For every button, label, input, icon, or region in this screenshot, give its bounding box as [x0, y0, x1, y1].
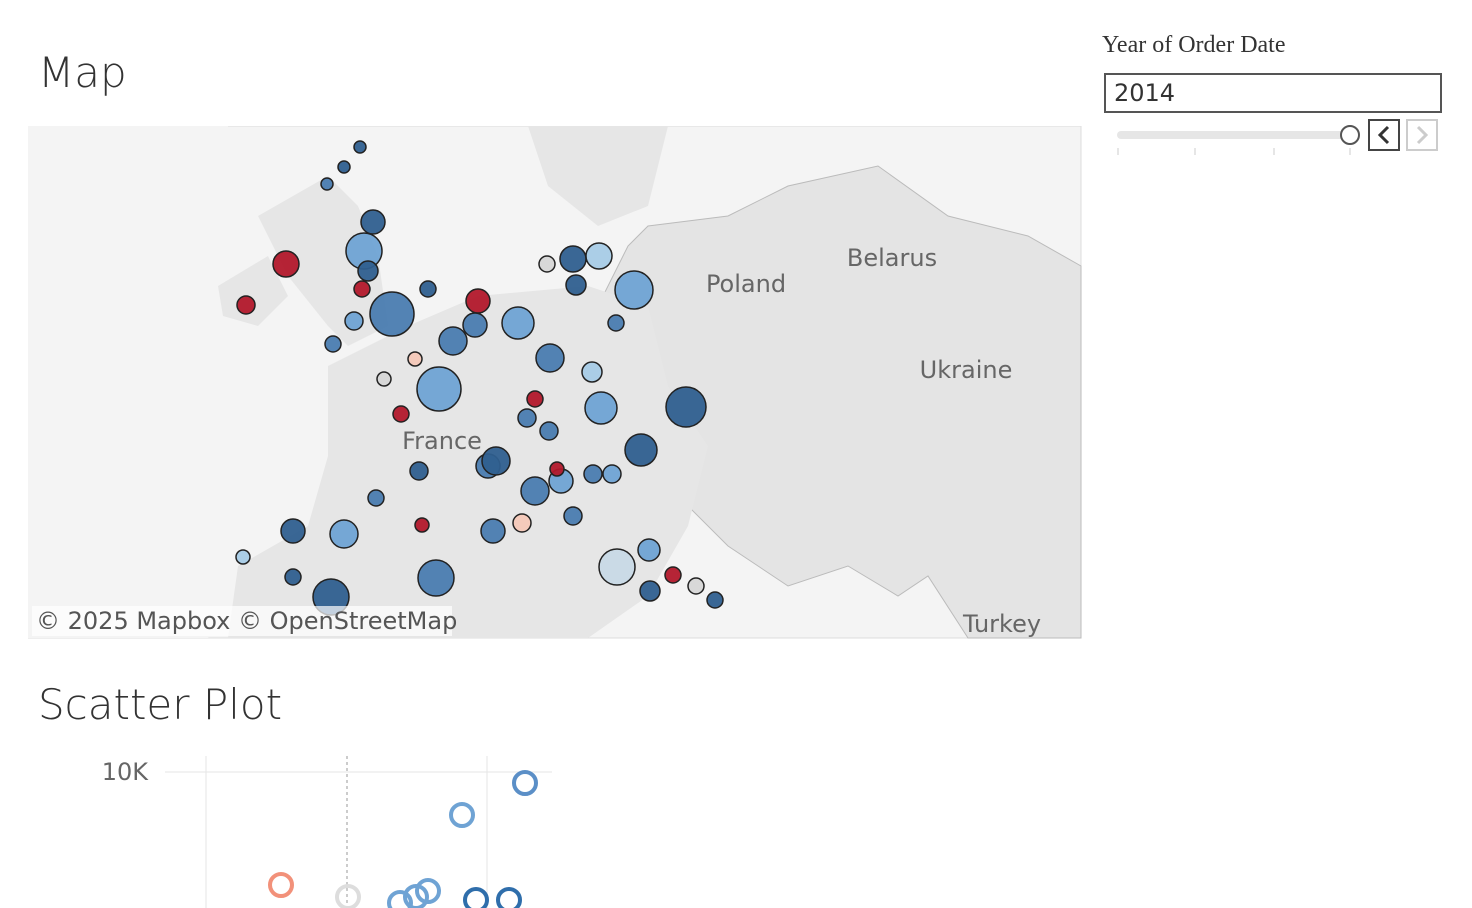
land-ireland — [218, 256, 288, 326]
country-label: Poland — [706, 270, 786, 298]
next-icon — [1416, 125, 1429, 145]
scatter-title: Scatter Plot — [38, 680, 283, 729]
country-label: France — [402, 427, 482, 455]
land-scandinavia — [528, 126, 668, 226]
map-title: Map — [38, 48, 127, 97]
filter-input[interactable]: 2014 — [1104, 73, 1442, 113]
attribution[interactable]: © 2025 Mapbox © OpenStreetMap — [36, 607, 457, 635]
prev-button[interactable] — [1368, 119, 1400, 151]
slider-track — [1117, 131, 1352, 139]
prev-icon — [1377, 125, 1390, 145]
country-label: Turkey — [962, 610, 1041, 638]
slider-ticks — [1117, 148, 1351, 155]
country-label: Ukraine — [920, 356, 1013, 384]
slider-handle[interactable] — [1340, 125, 1360, 145]
attribution-bg — [32, 606, 452, 636]
scatter-marks — [268, 770, 538, 908]
scatter-plot: 10K — [102, 756, 552, 908]
next-button[interactable] — [1406, 119, 1438, 151]
map: Poland Belarus Ukraine France Turkey © 2… — [28, 126, 1082, 639]
map-labels: Poland Belarus Ukraine France Turkey — [402, 244, 1041, 638]
y-tick-label: 10K — [102, 758, 150, 786]
filter-label: Year of Order Date — [1102, 32, 1286, 58]
country-label: Belarus — [847, 244, 937, 272]
year-slider — [1117, 119, 1438, 155]
land-britain — [258, 176, 388, 346]
map-marks — [235, 140, 724, 616]
